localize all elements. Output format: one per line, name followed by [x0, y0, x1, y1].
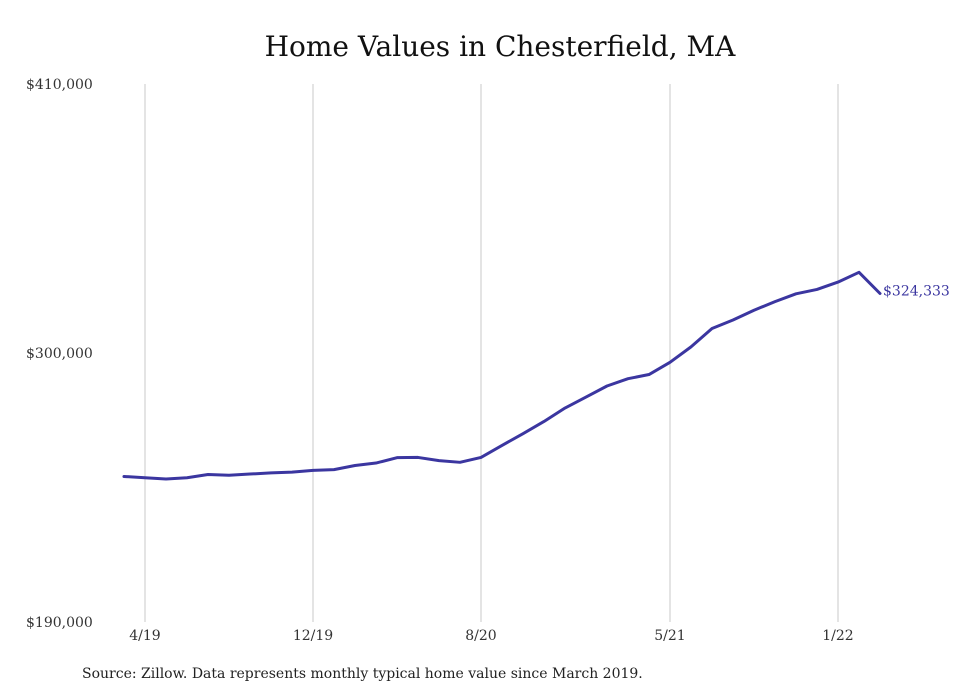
x-tick-label: 12/19: [293, 628, 333, 644]
source-note: Source: Zillow. Data represents monthly …: [82, 666, 643, 682]
x-tick-label: 8/20: [465, 628, 496, 644]
series-line: [122, 270, 882, 481]
end-value-label: $324,333: [883, 283, 950, 299]
x-tick-label: 5/21: [654, 628, 685, 644]
x-tick-label: 1/22: [822, 628, 853, 644]
chart-title: Home Values in Chesterfield, MA: [264, 30, 736, 63]
y-tick-label: $300,000: [26, 346, 93, 362]
y-tick-label: $410,000: [26, 77, 93, 93]
y-tick-label: $190,000: [26, 615, 93, 631]
x-tick-label: 4/19: [129, 628, 160, 644]
